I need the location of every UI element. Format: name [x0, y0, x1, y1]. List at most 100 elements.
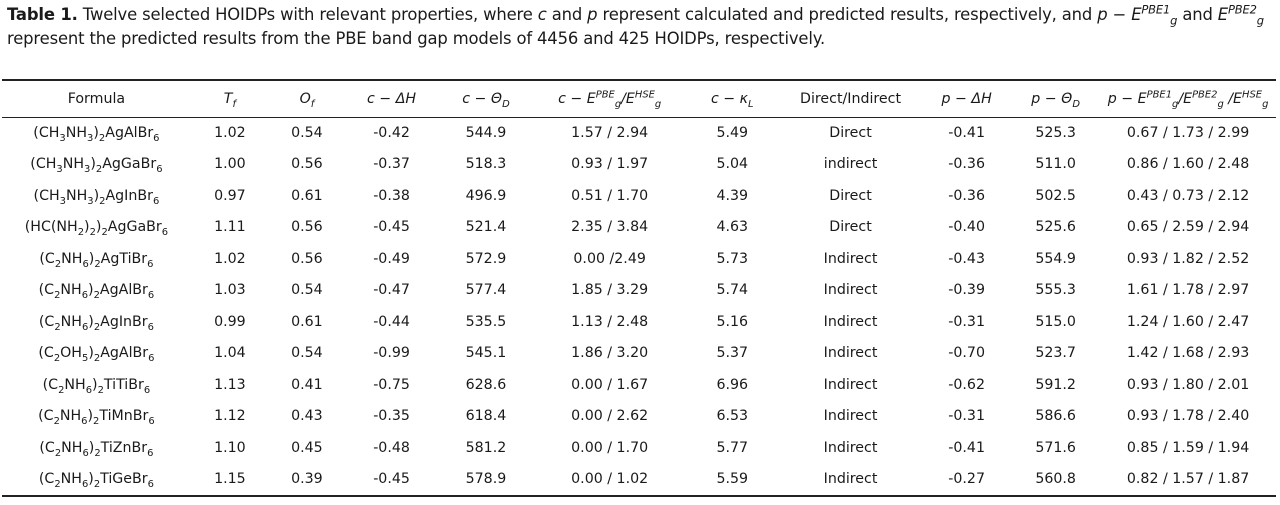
- table-row: (HC(NH2)2)2AgGaBr6 1.11 0.56 -0.45 521.4 2.35…: [2, 212, 1276, 244]
- properties-table: Formula Tf Of c − ΔH c − ΘD c − EPBEg/EH…: [2, 80, 1276, 495]
- tf-cell: 1.12: [214, 408, 246, 425]
- formula-cell: (C2NH6)2AgAlBr6: [38, 282, 155, 302]
- p-dh-cell: -0.41: [948, 124, 985, 141]
- direct-indirect-cell: Indirect: [823, 408, 878, 425]
- direct-indirect-cell: Indirect: [823, 282, 878, 299]
- table-row: (C2NH6)2AgAlBr6 1.03 0.54 -0.47 577.4 1.85 / …: [2, 275, 1276, 307]
- table-row: (C2NH6)2TiMnBr6 1.12 0.43 -0.35 618.4 0.00 / …: [2, 401, 1276, 433]
- caption-label: Table 1.: [7, 5, 78, 24]
- p-e-cell: 0.86 / 1.60 / 2.48: [1126, 156, 1250, 173]
- caption-e-pbe2: E: [1217, 5, 1229, 24]
- header-p-theta: p − ΘD: [1031, 90, 1080, 110]
- p-e-cell: 1.24 / 1.60 / 2.47: [1126, 313, 1250, 330]
- c-theta-cell: 628.6: [465, 376, 507, 393]
- p-theta-cell: 555.3: [1035, 282, 1076, 299]
- tf-cell: 1.02: [214, 250, 246, 267]
- c-theta-cell: 544.9: [465, 124, 507, 141]
- c-dh-cell: -0.42: [373, 124, 410, 141]
- direct-indirect-cell: Indirect: [823, 471, 878, 488]
- table-bottom-rule: [2, 495, 1276, 497]
- p-dh-cell: -0.36: [948, 187, 985, 204]
- table-top-rule: [2, 79, 1276, 81]
- formula-cell: (CH3NH3)2AgInBr6: [33, 187, 160, 207]
- of-cell: 0.39: [291, 471, 323, 488]
- of-cell: 0.54: [291, 282, 323, 299]
- table-row: (CH3NH3)2AgGaBr6 1.00 0.56 -0.37 518.3 0.93 /…: [2, 149, 1276, 181]
- c-dh-cell: -0.44: [373, 313, 410, 330]
- table-row: (C2NH6)2TiGeBr6 1.15 0.39 -0.45 578.9 0.00 / …: [2, 464, 1276, 496]
- p-e-cell: 1.61 / 1.78 / 2.97: [1126, 282, 1250, 299]
- c-dh-cell: -0.48: [373, 439, 410, 456]
- formula-cell: (C2NH6)2TiGeBr6: [38, 471, 154, 491]
- header-c-dh: c − ΔH: [367, 90, 417, 107]
- formula-cell: (C2OH5)2AgAlBr6: [38, 345, 155, 365]
- c-kappa-cell: 4.39: [716, 187, 749, 204]
- c-e-cell: 0.93 / 1.97: [571, 156, 649, 173]
- caption-p: p: [587, 5, 598, 24]
- formula-cell: (HC(NH2)2)2AgGaBr6: [24, 219, 169, 239]
- tf-cell: 1.02: [214, 124, 246, 141]
- header-row: Formula Tf Of c − ΔH c − ΘD c − EPBEg/EH…: [2, 80, 1276, 117]
- c-theta-cell: 545.1: [465, 345, 507, 362]
- p-e-cell: 0.82 / 1.57 / 1.87: [1126, 471, 1250, 488]
- c-dh-cell: -0.49: [373, 250, 410, 267]
- of-cell: 0.43: [291, 408, 323, 425]
- p-e-cell: 0.93 / 1.80 / 2.01: [1126, 376, 1250, 393]
- table-caption: Table 1. Twelve selected HOIDPs with rel…: [7, 3, 1275, 51]
- header-p-e: p − EPBE1g/EPBE2g /EHSEg: [1107, 88, 1269, 110]
- c-theta-cell: 521.4: [465, 219, 507, 236]
- c-kappa-cell: 6.96: [716, 376, 749, 393]
- c-theta-cell: 618.4: [465, 408, 507, 425]
- formula-cell: (C2NH6)2AgInBr6: [38, 313, 154, 333]
- tf-cell: 1.11: [214, 219, 246, 236]
- c-kappa-cell: 5.73: [716, 250, 749, 267]
- formula-cell: (C2NH6)2AgTiBr6: [39, 250, 154, 270]
- caption-p-e-pbe1: p − E: [1097, 5, 1142, 24]
- header-tf: Tf: [223, 90, 236, 110]
- table-row: (C2NH6)2TiZnBr6 1.10 0.45 -0.48 581.2 0.00 / …: [2, 432, 1276, 464]
- header-c-e: c − EPBEg/EHSEg: [558, 88, 662, 110]
- table-row: (C2OH5)2AgAlBr6 1.04 0.54 -0.99 545.1 1.86 / …: [2, 338, 1276, 370]
- caption-line-2: represent the predicted results from the…: [7, 29, 826, 48]
- p-e-cell: 1.42 / 1.68 / 2.93: [1126, 345, 1250, 362]
- header-p-dh: p − ΔH: [941, 90, 992, 107]
- c-dh-cell: -0.47: [373, 282, 410, 299]
- of-cell: 0.41: [291, 376, 323, 393]
- p-theta-cell: 571.6: [1035, 439, 1076, 456]
- header-formula: Formula: [67, 90, 126, 107]
- tf-cell: 1.03: [214, 282, 246, 299]
- table-row: (C2NH6)2TiTiBr6 1.13 0.41 -0.75 628.6 0.00 / …: [2, 369, 1276, 401]
- caption-sup: PBE1: [1141, 2, 1171, 17]
- c-dh-cell: -0.45: [373, 471, 410, 488]
- p-theta-cell: 525.3: [1035, 124, 1076, 141]
- c-theta-cell: 535.5: [465, 313, 507, 330]
- p-dh-cell: -0.31: [948, 408, 985, 425]
- direct-indirect-cell: Indirect: [823, 250, 878, 267]
- header-c-theta: c − ΘD: [462, 90, 510, 110]
- c-e-cell: 0.51 / 1.70: [571, 187, 649, 204]
- c-e-cell: 1.86 / 3.20: [571, 345, 649, 362]
- of-cell: 0.54: [291, 124, 323, 141]
- tf-cell: 1.15: [214, 471, 246, 488]
- c-e-cell: 2.35 / 3.84: [571, 219, 649, 236]
- of-cell: 0.56: [291, 156, 323, 173]
- of-cell: 0.61: [291, 187, 323, 204]
- caption-text: represent calculated and predicted resul…: [597, 5, 1098, 24]
- tf-cell: 0.97: [214, 187, 246, 204]
- p-dh-cell: -0.70: [948, 345, 985, 362]
- direct-indirect-cell: Indirect: [823, 439, 878, 456]
- p-theta-cell: 511.0: [1035, 156, 1076, 173]
- c-dh-cell: -0.38: [373, 187, 410, 204]
- p-theta-cell: 502.5: [1035, 187, 1076, 204]
- of-cell: 0.45: [291, 439, 323, 456]
- formula-cell: (C2NH6)2TiZnBr6: [39, 439, 154, 459]
- direct-indirect-cell: Direct: [829, 219, 872, 236]
- formula-cell: (CH3NH3)2AgGaBr6: [30, 156, 163, 176]
- direct-indirect-cell: Indirect: [823, 376, 878, 393]
- c-dh-cell: -0.99: [373, 345, 410, 362]
- c-kappa-cell: 5.04: [716, 156, 749, 173]
- c-e-cell: 0.00 / 1.02: [571, 471, 649, 488]
- of-cell: 0.56: [291, 250, 323, 267]
- header-c-kappa: c − κL: [710, 90, 754, 110]
- of-cell: 0.61: [291, 313, 323, 330]
